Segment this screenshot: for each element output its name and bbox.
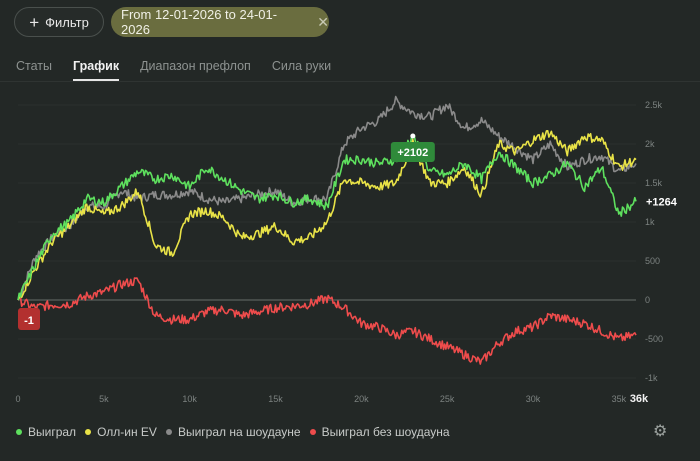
legend-item-allin-ev[interactable]: Олл-ин EV	[85, 425, 157, 439]
x-tick-label: 30k	[526, 394, 541, 404]
x-tick-label: 35k	[612, 394, 627, 404]
gear-icon[interactable]: ⚙	[653, 423, 668, 440]
x-tick-label: 10k	[182, 394, 197, 404]
legend-label-allin-ev: Олл-ин EV	[97, 425, 157, 439]
x-tick-label: 20k	[354, 394, 369, 404]
end-value-label: +1264	[646, 196, 678, 208]
legend-item-won[interactable]: Выиграл	[16, 425, 76, 439]
y-tick-label: -500	[645, 334, 663, 344]
y-tick-label: 1k	[645, 217, 655, 227]
series-line-2	[17, 95, 637, 301]
legend-dot-showdown	[165, 429, 172, 435]
legend-item-non-showdown[interactable]: Выиграл без шоудауна	[309, 425, 450, 439]
profit-chart[interactable]: 2.5k 2k 1.5k 1k 500 0 -500 -1k 0 5k 10k 15k 20k 25k 30…	[0, 88, 700, 418]
legend-label-won: Выиграл	[28, 425, 77, 439]
legend-dot-won	[16, 429, 22, 435]
peak-marker	[410, 133, 416, 139]
y-tick-label: 1.5k	[645, 178, 663, 188]
chart-legend: Выиграл Олл-ин EV Выиграл на шоудауне Вы…	[16, 425, 459, 439]
y-tick-label: 2k	[645, 139, 655, 149]
date-range-chip[interactable]: From 12-01-2026 to 24-01-2026 ✕	[111, 7, 329, 37]
tab-stats[interactable]: Статы	[16, 59, 52, 73]
tab-preflop-range[interactable]: Диапазон префлоп	[140, 59, 251, 73]
x-tick-label: 5k	[99, 394, 109, 404]
legend-label-showdown: Выиграл на шоудауне	[177, 425, 301, 439]
x-tick-label: 15k	[268, 394, 283, 404]
filter-button-label: Фильтр	[45, 14, 89, 30]
start-badge	[18, 308, 40, 330]
tab-graph[interactable]: График	[73, 59, 120, 81]
legend-dot-non-showdown	[309, 429, 316, 435]
y-tick-label: 2.5k	[645, 100, 663, 110]
start-badge-label: -1	[24, 315, 34, 327]
tab-hand-strength[interactable]: Сила руки	[271, 59, 332, 73]
close-icon[interactable]: ✕	[317, 13, 329, 30]
plus-icon: +	[29, 12, 40, 32]
y-tick-label: 500	[645, 256, 660, 266]
filter-button[interactable]: + Фильтр	[14, 7, 104, 37]
x-tick-label: 25k	[440, 394, 455, 404]
tab-divider	[0, 81, 700, 82]
legend-dot-allin-ev	[85, 429, 92, 435]
peak-badge	[390, 142, 435, 163]
series-line-3	[17, 277, 637, 365]
legend-label-non-showdown: Выиграл без шоудауна	[321, 425, 450, 439]
peak-badge-label: +2102	[397, 147, 428, 159]
series-line-0	[17, 134, 637, 301]
series-line-1	[17, 130, 637, 301]
date-range-label: From 12-01-2026 to 24-01-2026	[121, 7, 278, 37]
y-tick-label: 0	[645, 295, 650, 305]
tab-bar: Статы График Диапазон префлоп Сила руки	[16, 59, 352, 81]
legend-item-showdown[interactable]: Выиграл на шоудауне	[165, 425, 301, 439]
y-tick-label: -1k	[645, 373, 658, 383]
x-tick-label-last: 36k	[630, 393, 649, 405]
x-tick-label: 0	[15, 394, 20, 404]
